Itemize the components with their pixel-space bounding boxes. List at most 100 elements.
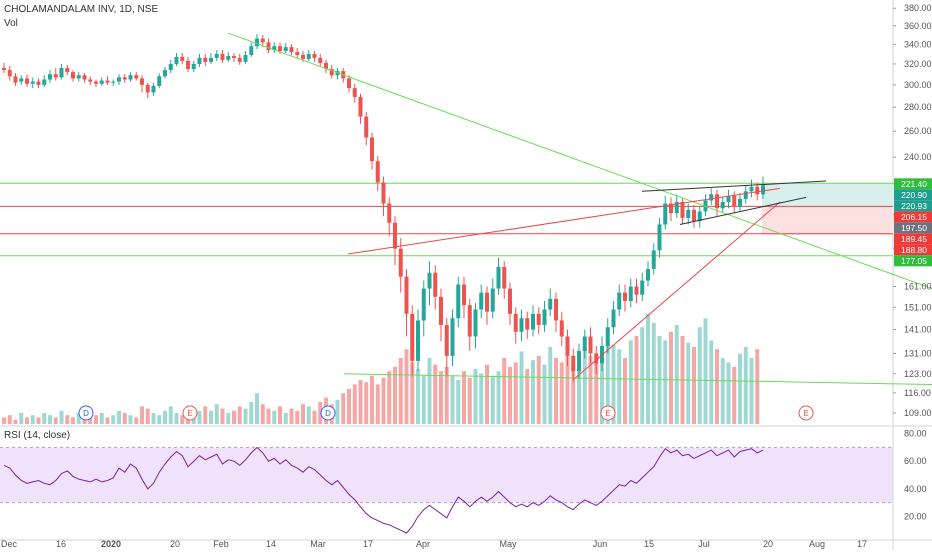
- candle-body: [197, 57, 202, 64]
- volume-bar: [232, 410, 236, 424]
- price-label-pill: [894, 211, 932, 223]
- volume-bar: [749, 358, 754, 424]
- candle-body: [134, 75, 139, 79]
- candle-body: [611, 309, 616, 328]
- volume-bar: [347, 388, 351, 424]
- candle-body: [623, 292, 627, 301]
- candle-body: [651, 250, 656, 269]
- candle-body: [306, 53, 311, 59]
- volume-bar: [145, 408, 150, 424]
- volume-bar: [755, 349, 760, 424]
- volume-bar: [168, 406, 173, 424]
- volume-bar: [473, 369, 478, 424]
- candle-body: [490, 288, 495, 312]
- candle-body: [508, 288, 512, 314]
- candle-body: [249, 46, 254, 55]
- candle-body: [13, 76, 18, 83]
- candle-body: [479, 292, 484, 310]
- candle-body: [680, 201, 685, 218]
- volume-bar: [105, 417, 110, 424]
- volume-bar: [140, 406, 144, 424]
- volume-bar: [594, 362, 599, 424]
- red-channel-line: [573, 201, 781, 380]
- volume-bar: [335, 399, 340, 424]
- volume-bar: [536, 355, 541, 424]
- volume-bar: [398, 358, 403, 424]
- support-trend-line: [343, 373, 932, 386]
- candle-body: [416, 320, 420, 361]
- candle-body: [180, 56, 185, 61]
- candle-body: [53, 74, 58, 78]
- candle-body: [7, 70, 12, 77]
- event-marker: [182, 405, 198, 421]
- candle-body: [473, 309, 478, 337]
- volume-bar: [559, 362, 564, 424]
- price-tick-label: 161.00: [904, 282, 932, 292]
- volume-bar: [249, 402, 254, 424]
- candle-body: [312, 53, 317, 58]
- volume-bar: [134, 417, 139, 424]
- candle-body: [709, 194, 714, 201]
- volume-bar: [203, 406, 208, 424]
- candle-body: [168, 63, 173, 71]
- rsi-tick-label: 40.00: [904, 484, 927, 494]
- volume-bar: [375, 384, 380, 424]
- volume-bar: [111, 415, 116, 424]
- volume-bar: [19, 413, 24, 424]
- price-label-text: 197.50: [901, 223, 927, 233]
- time-tick-label: 17: [857, 539, 867, 549]
- price-tick-label: 109.00: [904, 408, 932, 418]
- candle-body: [295, 51, 300, 55]
- volume-bar: [640, 327, 645, 424]
- candle-body: [301, 54, 305, 59]
- volume-bar: [76, 413, 81, 424]
- time-tick-label: Mar: [310, 539, 326, 549]
- rising-support-line: [679, 196, 807, 225]
- candle-body: [255, 38, 259, 47]
- volume-bar: [36, 417, 41, 424]
- price-label-text: 221.40: [901, 179, 927, 189]
- volume-bar: [306, 406, 311, 424]
- candle-body: [393, 222, 397, 249]
- candle-body: [289, 47, 294, 52]
- volume-bar: [439, 371, 443, 424]
- candle-body: [726, 195, 731, 202]
- candle-body: [582, 336, 587, 351]
- candle-body: [617, 292, 622, 310]
- volume-bar: [502, 358, 507, 424]
- volume-bar: [496, 371, 501, 424]
- candle-body: [605, 327, 610, 347]
- time-tick-label: 2020: [101, 539, 121, 549]
- volume-bar: [404, 349, 409, 424]
- time-tick-label: Apr: [416, 539, 430, 549]
- candle-body: [577, 350, 581, 372]
- price-label-pill: [894, 233, 932, 245]
- event-marker-letter: D: [83, 409, 89, 418]
- candle-body: [117, 77, 121, 82]
- volume-bar: [364, 382, 369, 424]
- volume-bar: [525, 369, 530, 424]
- candle-body: [243, 54, 248, 62]
- candle-body: [640, 280, 645, 295]
- price-label-text: 220.90: [901, 190, 927, 200]
- rsi-line: [3, 446, 764, 534]
- volume-bar: [243, 408, 248, 424]
- candle-body: [542, 309, 547, 325]
- candle-body: [71, 72, 75, 79]
- volume-bar: [128, 415, 133, 424]
- volume-bar: [381, 377, 386, 424]
- price-tick-label: 340.00: [904, 39, 932, 49]
- volume-bar: [548, 347, 553, 424]
- volume-bar: [531, 360, 535, 424]
- time-tick-label: Jun: [593, 539, 608, 549]
- candle-body: [283, 47, 288, 52]
- volume-bar: [697, 327, 702, 424]
- price-tick-label: 260.00: [904, 126, 932, 136]
- candle-body: [456, 284, 461, 319]
- candle-body: [720, 201, 725, 209]
- time-tick-label: 17: [363, 539, 373, 549]
- time-tick-label: 15: [644, 539, 654, 549]
- downtrend-line: [227, 32, 932, 290]
